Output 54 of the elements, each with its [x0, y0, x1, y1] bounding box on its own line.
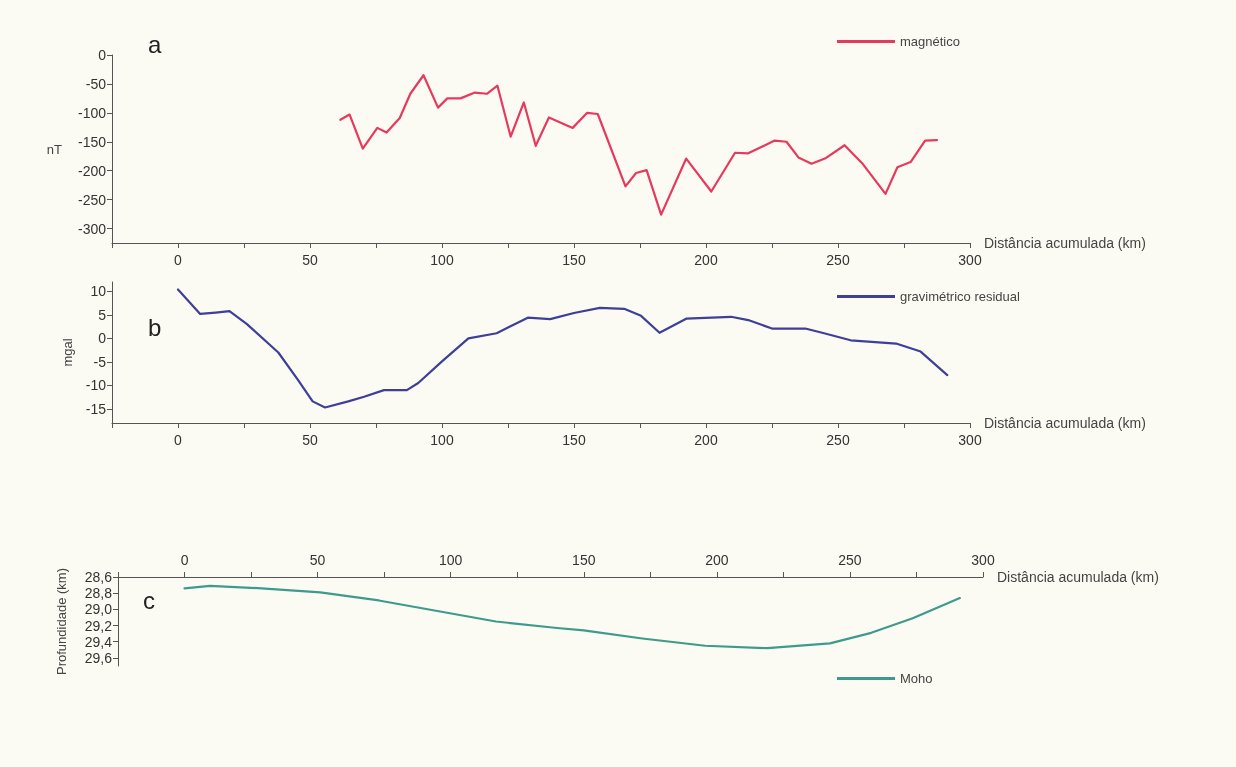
y-tick-label: 5 [98, 306, 107, 323]
x-axis-title: Distância acumulada (km) [984, 415, 1146, 431]
y-axis-title: Profundidade (km) [54, 568, 69, 675]
x-tick-label: 250 [826, 432, 850, 448]
y-tick-label: -250 [77, 191, 107, 208]
x-tick-label: 300 [971, 552, 995, 568]
legend-label: Moho [900, 671, 933, 686]
y-tick-label: 0 [98, 330, 107, 347]
x-tick-label: 300 [958, 432, 982, 448]
y-tick-label: 10 [90, 283, 107, 300]
y-tick-label: -200 [77, 162, 107, 179]
y-tick-label: 29,4 [84, 633, 113, 650]
y-tick-label: 29,2 [84, 617, 113, 634]
y-tick-label: -300 [77, 220, 107, 237]
x-tick-label: 100 [439, 552, 463, 568]
legend-label: magnético [900, 34, 960, 49]
legend-label: gravimétrico residual [900, 289, 1021, 304]
x-tick-label: 50 [302, 432, 318, 448]
x-tick-label: 150 [562, 252, 586, 268]
x-tick-label: 150 [572, 552, 596, 568]
y-tick-label: -50 [85, 75, 107, 92]
x-tick-label: 0 [174, 432, 183, 448]
annotation: c [143, 586, 155, 614]
y-tick-label: -15 [85, 400, 107, 417]
y-axis-title: nT [46, 141, 63, 157]
x-tick-label: 300 [958, 252, 982, 268]
y-tick-label: 29,6 [84, 649, 113, 666]
x-tick-label: 250 [826, 252, 850, 268]
y-tick-label: -100 [77, 104, 107, 121]
line-series [339, 74, 939, 216]
x-tick-label: 200 [694, 432, 718, 448]
x-tick-label: 50 [302, 252, 318, 268]
x-tick-label: 0 [174, 252, 183, 268]
x-tick-label: 100 [430, 252, 454, 268]
y-tick-label: -5 [93, 353, 107, 370]
y-tick-label: 29,0 [84, 601, 113, 618]
y-tick-label: 28,8 [84, 585, 113, 602]
x-tick-label: 200 [694, 252, 718, 268]
line-series [183, 584, 961, 650]
annotation: b [148, 313, 162, 341]
x-tick-label: 250 [838, 552, 862, 568]
x-tick-label: 150 [562, 432, 586, 448]
y-tick-label: 0 [98, 47, 107, 63]
y-tick-label: 28,6 [84, 569, 113, 585]
x-tick-label: 0 [180, 552, 189, 568]
x-tick-label: 50 [309, 552, 326, 568]
x-tick-label: 100 [430, 432, 454, 448]
y-tick-label: -10 [85, 377, 107, 394]
x-tick-label: 200 [705, 552, 729, 568]
x-axis-title: Distância acumulada (km) [984, 235, 1146, 251]
annotation: a [148, 30, 162, 58]
y-axis-title: mgal [60, 338, 75, 367]
y-tick-label: -150 [77, 133, 107, 150]
x-axis-title: Distância acumulada (km) [997, 569, 1159, 585]
